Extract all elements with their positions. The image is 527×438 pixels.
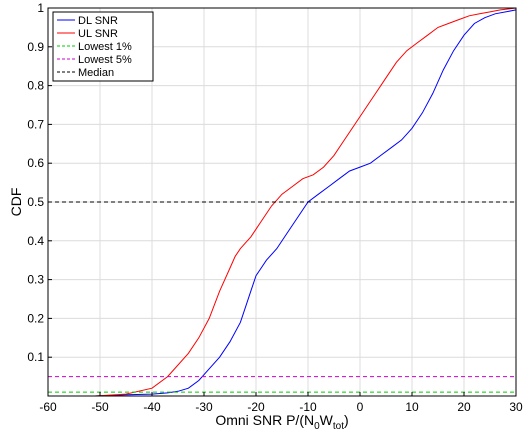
y-tick-label: 0.7 <box>27 117 44 131</box>
series-layer <box>48 7 517 397</box>
x-tick-label: -50 <box>91 400 109 414</box>
y-tick-label: 0.2 <box>27 311 44 325</box>
x-axis-title: Omni SNR P/(N0Wtot) <box>215 412 348 432</box>
legend-label: Median <box>78 67 114 79</box>
x-tick-label: -60 <box>39 400 57 414</box>
legend-label: Lowest 1% <box>78 41 132 53</box>
y-axis-title: CDF <box>8 188 24 217</box>
legend-label: DL SNR <box>78 15 118 27</box>
x-tick-label: -20 <box>247 400 265 414</box>
y-tick-label: 0.4 <box>27 234 44 248</box>
y-tick-label: 0.6 <box>27 156 44 170</box>
x-tick-label: -10 <box>299 400 317 414</box>
legend-label: Lowest 5% <box>78 54 132 66</box>
series-line-ul-snr <box>94 7 517 397</box>
y-tick-label: 0.8 <box>27 79 44 93</box>
x-tick-label: -30 <box>195 400 213 414</box>
x-tick-label: 20 <box>457 400 471 414</box>
legend-label: UL SNR <box>78 28 118 40</box>
y-tick-label: 0.5 <box>27 195 44 209</box>
series-line-dl-snr <box>94 9 517 397</box>
y-tick-label: 0.3 <box>27 273 44 287</box>
x-tick-label: 10 <box>405 400 419 414</box>
y-tick-label: 0.9 <box>27 40 44 54</box>
x-tick-label: -40 <box>143 400 161 414</box>
x-tick-label: 0 <box>357 400 364 414</box>
axis-ticks: -60 -50 -40 -30 -20 -10 0 10 20 30 0.1 0.2 0.3 0.4 0.5… <box>27 1 523 414</box>
x-tick-label: 30 <box>509 400 523 414</box>
y-tick-label: 0.1 <box>27 350 44 364</box>
y-tick-label: 1 <box>37 1 44 15</box>
